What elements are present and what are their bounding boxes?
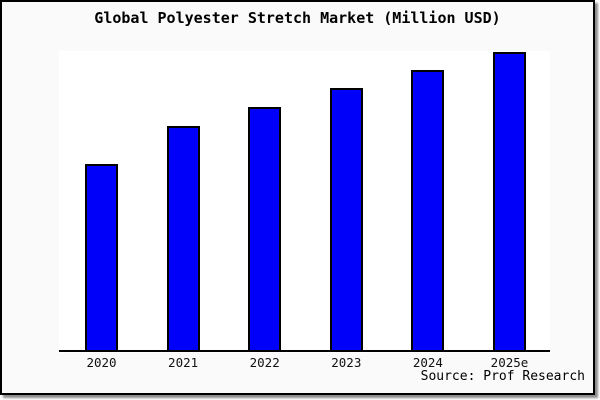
source-note: Source: Prof Research [420,369,585,384]
chart-title: Global Polyester Stretch Market (Million… [94,9,501,27]
bar-2020 [85,164,118,352]
bar-2024 [411,70,445,352]
bar-2025e [493,52,526,352]
x-axis-line [59,350,550,352]
plot-area [59,51,550,353]
x-tick-2020: 2020 [86,355,117,370]
chart-frame: Global Polyester Stretch Market (Million… [0,0,595,395]
x-tick-2024: 2024 [412,355,443,370]
bar-2021 [166,126,200,352]
x-tick-2025e: 2025e [490,355,529,370]
x-tick-2021: 2021 [168,355,199,370]
x-tick-2022: 2022 [249,355,280,370]
x-tick-2023: 2023 [331,355,362,370]
bar-2022 [248,107,282,352]
bar-2023 [329,88,363,352]
